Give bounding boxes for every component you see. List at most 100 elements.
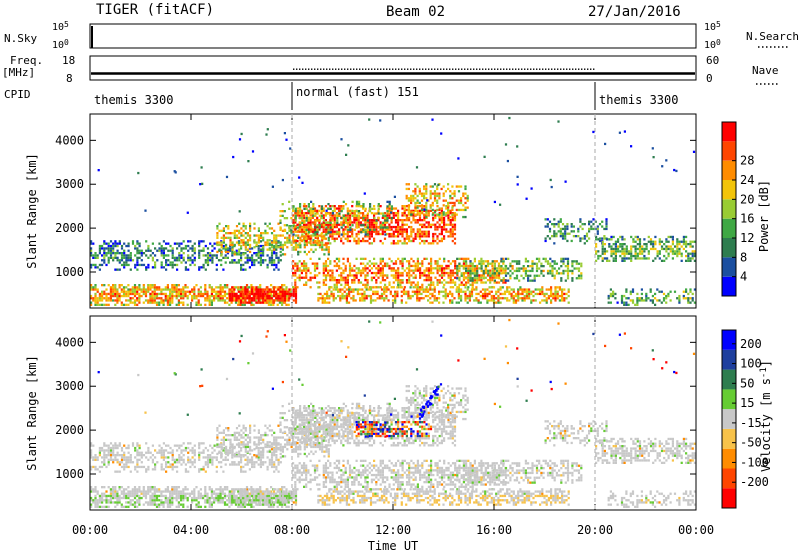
power-cell xyxy=(154,263,157,267)
power-cell xyxy=(680,240,683,243)
power-cell xyxy=(685,240,688,243)
power-cell xyxy=(480,274,483,277)
power-cell xyxy=(151,259,154,262)
power-cell xyxy=(601,247,604,251)
power-cell xyxy=(245,284,249,287)
power-cell xyxy=(518,279,521,282)
power-cell xyxy=(555,235,558,238)
power-cell xyxy=(357,212,360,215)
power-cell xyxy=(222,241,225,244)
power-cell xyxy=(425,221,428,224)
power-cell xyxy=(332,297,335,300)
power-cell xyxy=(342,207,345,210)
power-cell xyxy=(464,187,467,191)
power-cell xyxy=(604,142,607,146)
power-cell xyxy=(266,248,269,251)
power-cell xyxy=(171,292,174,296)
power-cell xyxy=(388,207,391,210)
power-cell xyxy=(665,247,668,251)
power-cell xyxy=(416,213,419,216)
power-cell xyxy=(359,299,362,302)
power-cell xyxy=(384,283,387,286)
power-cell xyxy=(412,211,415,214)
power-cell xyxy=(425,208,428,212)
nave-point xyxy=(344,68,346,70)
power-cell xyxy=(436,221,439,224)
power-cell xyxy=(103,240,106,243)
power-cell xyxy=(524,260,527,263)
power-cell xyxy=(246,239,249,242)
power-cell xyxy=(248,247,251,250)
velocity-cell xyxy=(109,492,112,495)
power-cell xyxy=(145,240,148,243)
power-cell xyxy=(268,261,271,264)
power-cell xyxy=(348,239,352,243)
power-cell xyxy=(625,303,628,306)
power-cell xyxy=(303,243,306,247)
power-cell xyxy=(590,220,593,223)
power-cell xyxy=(283,284,286,287)
power-cell xyxy=(178,259,181,262)
power-cell xyxy=(491,269,494,273)
power-cell xyxy=(614,243,617,246)
power-cell xyxy=(147,249,150,252)
power-cell xyxy=(344,264,347,268)
power-cell xyxy=(297,236,300,239)
power-cell xyxy=(264,222,267,225)
power-cell xyxy=(219,297,222,300)
power-cell xyxy=(631,290,635,293)
power-cell xyxy=(471,279,474,282)
power-cell xyxy=(506,288,509,291)
power-cell xyxy=(429,206,432,209)
power-cell xyxy=(488,292,491,296)
power-cell xyxy=(303,207,306,210)
power-cell xyxy=(364,279,367,282)
power-cell xyxy=(455,290,458,293)
colorbar-swatch xyxy=(722,257,736,277)
power-cell xyxy=(423,257,426,260)
power-cell xyxy=(362,207,365,210)
power-cell xyxy=(558,286,561,289)
power-cell xyxy=(421,235,424,238)
power-cell xyxy=(484,297,487,300)
power-cell xyxy=(691,297,694,300)
power-cell xyxy=(636,243,639,246)
power-cell xyxy=(496,269,499,273)
power-cell xyxy=(484,290,487,293)
power-cell xyxy=(109,244,113,248)
power-cell xyxy=(292,237,295,240)
power-cell xyxy=(318,226,321,229)
power-cell xyxy=(550,294,553,298)
nave-point xyxy=(230,72,232,74)
power-cell xyxy=(384,264,387,268)
power-cell xyxy=(357,223,360,226)
power-cell xyxy=(502,260,505,263)
power-cell xyxy=(321,297,324,300)
power-cell xyxy=(527,269,530,273)
power-cell xyxy=(557,230,560,233)
power-cell xyxy=(362,267,365,270)
power-cell xyxy=(107,261,110,264)
power-cell xyxy=(620,299,624,302)
nave-point xyxy=(353,68,355,70)
power-cell xyxy=(213,254,216,257)
power-cell xyxy=(351,235,354,238)
power-cell xyxy=(636,254,639,258)
power-cell xyxy=(401,207,404,210)
velocity-cell xyxy=(96,501,99,504)
power-cell xyxy=(217,259,221,262)
power-cell xyxy=(407,206,410,209)
power-cell xyxy=(160,288,163,291)
power-cell xyxy=(90,242,93,245)
power-cell xyxy=(379,271,382,275)
power-cell xyxy=(133,299,137,302)
power-cell xyxy=(329,228,332,231)
power-cell xyxy=(392,274,395,277)
power-cell xyxy=(607,294,610,298)
power-cell xyxy=(355,239,358,243)
power-cell xyxy=(237,290,240,293)
power-cell xyxy=(422,288,425,291)
power-cell xyxy=(548,220,552,223)
power-cell xyxy=(109,252,113,255)
nave-point xyxy=(458,68,460,70)
